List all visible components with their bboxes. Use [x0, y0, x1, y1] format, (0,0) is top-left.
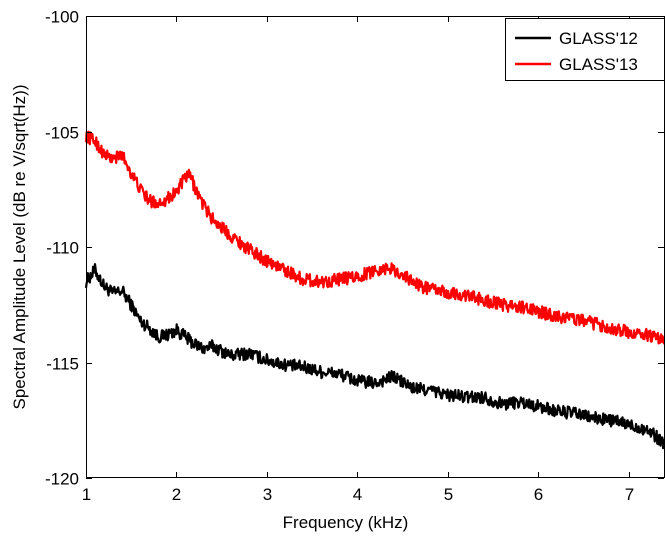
legend: GLASS'12 GLASS'13: [505, 18, 665, 81]
x-axis-label: Frequency (kHz): [283, 513, 409, 532]
y-tick-label: -120: [45, 470, 79, 489]
y-tick-label: -110: [46, 239, 79, 258]
x-tick-label: 2: [172, 485, 181, 504]
x-tick-label: 3: [263, 485, 272, 504]
ticks-layer: 1 2 3 4 5 6 7 -120 -115 -110 -105 -100: [45, 8, 664, 504]
legend-box: [505, 18, 665, 81]
x-tick-label: 6: [534, 485, 543, 504]
x-tick-label: 1: [82, 485, 91, 504]
y-tick-label: -115: [46, 355, 79, 374]
legend-label-1: GLASS'12: [559, 29, 638, 48]
x-tick-label: 7: [625, 485, 634, 504]
x-tick-label: 5: [444, 485, 453, 504]
series-line-2: [84, 130, 665, 346]
legend-label-2: GLASS'13: [559, 55, 638, 74]
x-tick-label: 4: [353, 485, 362, 504]
y-axis-label: Spectral Amplitude Level (dB re V/sqrt(H…: [10, 84, 29, 409]
plot-area: [86, 16, 665, 478]
series-line-1: [84, 263, 665, 450]
y-tick-label: -100: [45, 8, 79, 27]
series-layer: [84, 130, 665, 450]
y-tick-label: -105: [45, 124, 79, 143]
